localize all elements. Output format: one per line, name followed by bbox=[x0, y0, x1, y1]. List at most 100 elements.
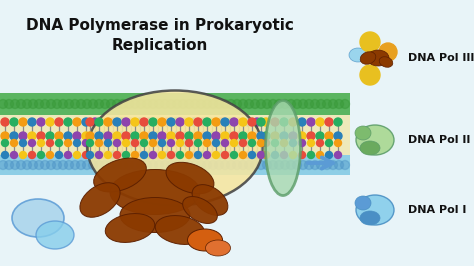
Circle shape bbox=[91, 139, 99, 147]
Circle shape bbox=[191, 160, 200, 169]
Circle shape bbox=[307, 132, 315, 140]
Circle shape bbox=[176, 118, 184, 126]
Circle shape bbox=[55, 118, 63, 126]
Circle shape bbox=[0, 99, 8, 109]
Circle shape bbox=[46, 118, 54, 126]
Circle shape bbox=[290, 139, 297, 147]
Circle shape bbox=[191, 99, 200, 109]
Circle shape bbox=[322, 99, 331, 109]
Ellipse shape bbox=[349, 48, 367, 62]
Circle shape bbox=[154, 132, 162, 140]
Circle shape bbox=[109, 118, 117, 126]
Ellipse shape bbox=[36, 221, 74, 249]
Circle shape bbox=[73, 139, 81, 147]
Circle shape bbox=[125, 99, 134, 109]
Circle shape bbox=[82, 139, 90, 147]
Circle shape bbox=[46, 99, 55, 109]
Circle shape bbox=[109, 152, 117, 159]
Circle shape bbox=[100, 139, 108, 147]
Circle shape bbox=[194, 139, 201, 147]
Circle shape bbox=[263, 99, 272, 109]
Circle shape bbox=[118, 139, 126, 147]
Circle shape bbox=[130, 99, 139, 109]
Circle shape bbox=[158, 152, 165, 159]
Circle shape bbox=[209, 139, 216, 147]
Circle shape bbox=[113, 139, 120, 147]
Circle shape bbox=[172, 132, 180, 140]
Circle shape bbox=[100, 132, 108, 140]
Circle shape bbox=[118, 152, 126, 159]
Circle shape bbox=[89, 99, 98, 109]
Circle shape bbox=[334, 118, 342, 126]
Circle shape bbox=[136, 118, 144, 126]
Circle shape bbox=[46, 139, 54, 147]
Circle shape bbox=[46, 152, 54, 159]
Circle shape bbox=[167, 118, 175, 126]
Circle shape bbox=[136, 132, 144, 140]
Circle shape bbox=[71, 160, 80, 169]
Circle shape bbox=[254, 152, 261, 159]
Circle shape bbox=[280, 132, 288, 140]
Circle shape bbox=[76, 160, 85, 169]
Circle shape bbox=[181, 118, 189, 126]
Circle shape bbox=[91, 118, 99, 126]
Circle shape bbox=[209, 152, 216, 159]
Circle shape bbox=[181, 132, 189, 140]
Circle shape bbox=[194, 118, 202, 126]
Circle shape bbox=[334, 132, 342, 140]
Circle shape bbox=[289, 132, 297, 140]
Circle shape bbox=[22, 160, 31, 169]
Circle shape bbox=[95, 152, 102, 159]
Circle shape bbox=[53, 99, 62, 109]
Circle shape bbox=[208, 118, 216, 126]
Circle shape bbox=[286, 160, 295, 169]
Circle shape bbox=[145, 132, 153, 140]
Circle shape bbox=[104, 132, 112, 140]
Circle shape bbox=[262, 132, 270, 140]
Circle shape bbox=[82, 152, 90, 159]
Circle shape bbox=[325, 118, 333, 126]
Circle shape bbox=[316, 132, 324, 140]
Circle shape bbox=[128, 139, 135, 147]
Circle shape bbox=[10, 152, 18, 159]
Circle shape bbox=[173, 152, 180, 159]
Circle shape bbox=[163, 132, 171, 140]
Circle shape bbox=[239, 118, 247, 126]
Circle shape bbox=[239, 139, 246, 147]
Circle shape bbox=[155, 152, 162, 159]
Circle shape bbox=[176, 139, 183, 147]
Circle shape bbox=[179, 160, 188, 169]
Ellipse shape bbox=[155, 215, 205, 244]
Circle shape bbox=[19, 118, 27, 126]
Circle shape bbox=[118, 132, 126, 140]
Ellipse shape bbox=[192, 185, 228, 215]
Circle shape bbox=[86, 139, 93, 147]
Circle shape bbox=[308, 139, 315, 147]
Circle shape bbox=[203, 118, 211, 126]
Circle shape bbox=[326, 152, 332, 159]
Circle shape bbox=[335, 160, 344, 169]
Circle shape bbox=[335, 139, 341, 147]
Circle shape bbox=[236, 139, 243, 147]
Circle shape bbox=[310, 160, 319, 169]
Circle shape bbox=[19, 132, 27, 140]
Circle shape bbox=[140, 152, 147, 159]
Ellipse shape bbox=[80, 183, 120, 217]
Circle shape bbox=[182, 139, 189, 147]
Circle shape bbox=[310, 99, 319, 109]
FancyBboxPatch shape bbox=[0, 155, 350, 175]
Circle shape bbox=[200, 139, 207, 147]
Circle shape bbox=[202, 99, 211, 109]
Circle shape bbox=[131, 139, 138, 147]
Circle shape bbox=[227, 99, 236, 109]
Circle shape bbox=[239, 132, 247, 140]
Circle shape bbox=[1, 132, 9, 140]
Circle shape bbox=[299, 99, 308, 109]
Circle shape bbox=[122, 152, 129, 159]
Circle shape bbox=[10, 118, 18, 126]
Circle shape bbox=[131, 152, 138, 159]
Circle shape bbox=[250, 99, 259, 109]
Circle shape bbox=[335, 152, 341, 159]
Circle shape bbox=[82, 99, 91, 109]
Circle shape bbox=[149, 118, 157, 126]
